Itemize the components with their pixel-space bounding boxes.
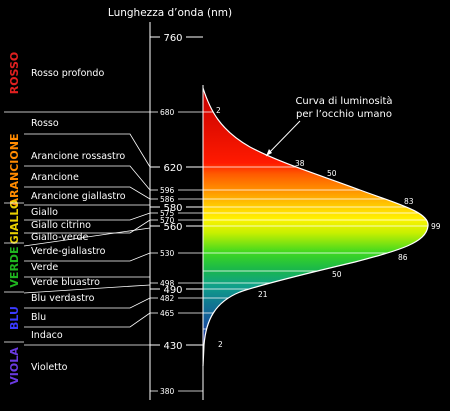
wavelength-major-tick-label: 760 — [163, 33, 182, 44]
curve-value-label: 21 — [258, 290, 268, 299]
color-name-label: Arancione rossastro — [31, 151, 125, 162]
curve-value-label: 38 — [295, 159, 305, 168]
color-name-label: Arancione — [31, 172, 79, 183]
leader-lines — [23, 111, 151, 346]
wavelength-major-tick-label: 430 — [163, 341, 182, 352]
color-name-label: Verde — [31, 262, 58, 273]
color-name-label: Indaco — [31, 330, 63, 341]
color-name-label: Arancione giallastro — [31, 191, 126, 202]
group-label-blu: BLU — [8, 306, 21, 330]
wavelength-minor-tick-label: 680 — [160, 108, 175, 117]
wavelength-minor-tick-label: 570 — [160, 216, 175, 225]
wavelength-minor-tick-label: 586 — [160, 195, 175, 204]
wavelength-major-tick-label: 580 — [163, 203, 182, 214]
curve-value-label: 86 — [398, 253, 408, 262]
curve-label-line2: per l’occhio umano — [296, 109, 392, 120]
color-name-label: Giallo-verde — [31, 232, 88, 243]
group-label-arancione: ARANCIONE — [8, 134, 21, 207]
wavelength-minor-tick-label: 596 — [160, 186, 175, 195]
curve-value-label: 83 — [404, 197, 414, 206]
wavelength-minor-tick-label: 498 — [160, 279, 175, 288]
color-name-label: Blu — [31, 312, 46, 323]
color-name-label: Verde-giallastro — [31, 246, 106, 257]
color-name-label: Blu verdastro — [31, 293, 95, 304]
axis-title: Lunghezza d’onda (nm) — [108, 7, 232, 19]
color-name-label: Rosso profondo — [31, 68, 104, 79]
color-name-label: Violetto — [31, 362, 68, 373]
curve-value-label: 50 — [327, 169, 337, 178]
group-label-giallo: GIALLO — [8, 200, 21, 245]
curve-value-label: 50 — [332, 270, 342, 279]
curve-label-line1: Curva di luminosità — [295, 95, 392, 107]
color-name-label: Rosso — [31, 118, 59, 129]
wavelength-minor-tick-label: 380 — [160, 387, 175, 396]
color-name-labels: Rosso profondo Rosso Arancione rossastro Ar… — [31, 68, 126, 373]
group-label-viola: VIOLA — [8, 347, 21, 385]
wavelength-major-tick-label: 490 — [163, 285, 182, 296]
wavelength-minor-tick-label: 465 — [160, 309, 175, 318]
wavelength-minor-tick-label: 530 — [160, 249, 175, 258]
curve-label-pointer — [265, 120, 301, 157]
wavelength-major-tick-label: 560 — [163, 222, 182, 233]
wavelength-minor-tick-label: 482 — [160, 294, 175, 303]
color-name-label: Giallo citrino — [31, 220, 91, 231]
color-name-label: Verde bluastro — [31, 277, 100, 288]
curve-value-labels: 2 38 50 83 99 86 50 21 2 — [216, 106, 441, 349]
curve-annotation: Curva di luminosità per l’occhio umano — [265, 95, 393, 157]
wavelength-minor-tick-label: 575 — [160, 209, 175, 218]
luminosity-curve — [202, 85, 429, 400]
curve-value-label: 99 — [431, 222, 441, 231]
wavelength-major-tick-label: 620 — [163, 163, 182, 174]
group-label-verde: VERDE — [8, 246, 21, 287]
curve-value-label: 2 — [216, 106, 221, 115]
curve-value-label: 2 — [218, 340, 223, 349]
color-name-label: Giallo — [31, 207, 58, 218]
group-label-rosso: ROSSO — [8, 52, 21, 95]
